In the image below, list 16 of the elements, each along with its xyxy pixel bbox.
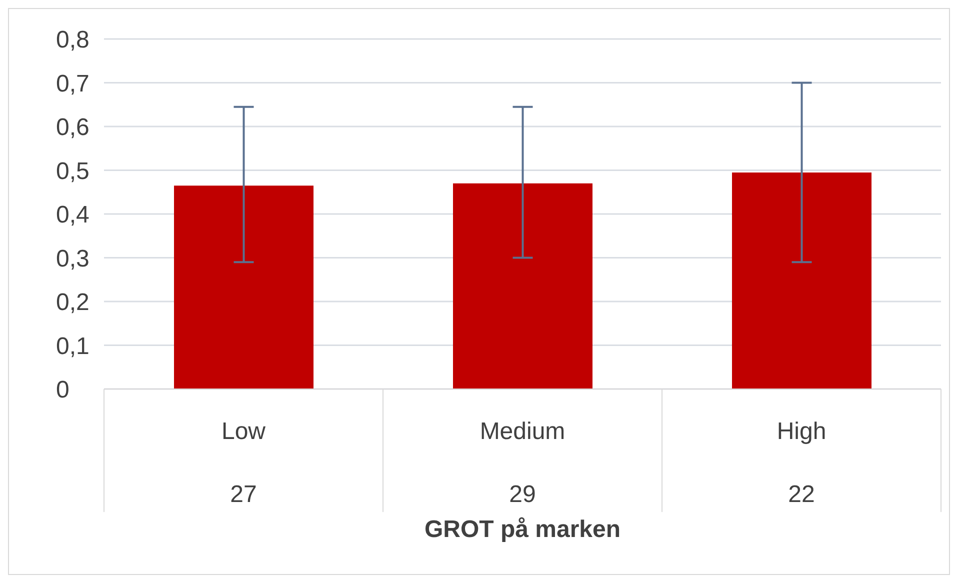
y-tick-label: 0,7: [56, 70, 90, 98]
y-tick-label: 0,1: [56, 332, 90, 360]
y-tick-label: 0: [56, 376, 70, 404]
y-tick-label: 0,5: [56, 158, 90, 185]
y-tick-label: 0,6: [56, 114, 90, 142]
y-tick-label: 0,2: [56, 289, 90, 316]
y-tick-label: 0,3: [56, 245, 90, 272]
x-tick-label: Medium: [480, 418, 566, 445]
x-tick-label: High: [776, 418, 826, 445]
text: 27: [230, 481, 257, 508]
text: 29: [509, 481, 536, 508]
text: 22: [788, 481, 815, 508]
y-tick-label: 0,8: [56, 26, 90, 54]
y-tick-label: 0,4: [56, 202, 90, 229]
x-axis-title: GROT på marken: [423, 516, 622, 544]
x-tick-label: Low: [221, 418, 266, 445]
